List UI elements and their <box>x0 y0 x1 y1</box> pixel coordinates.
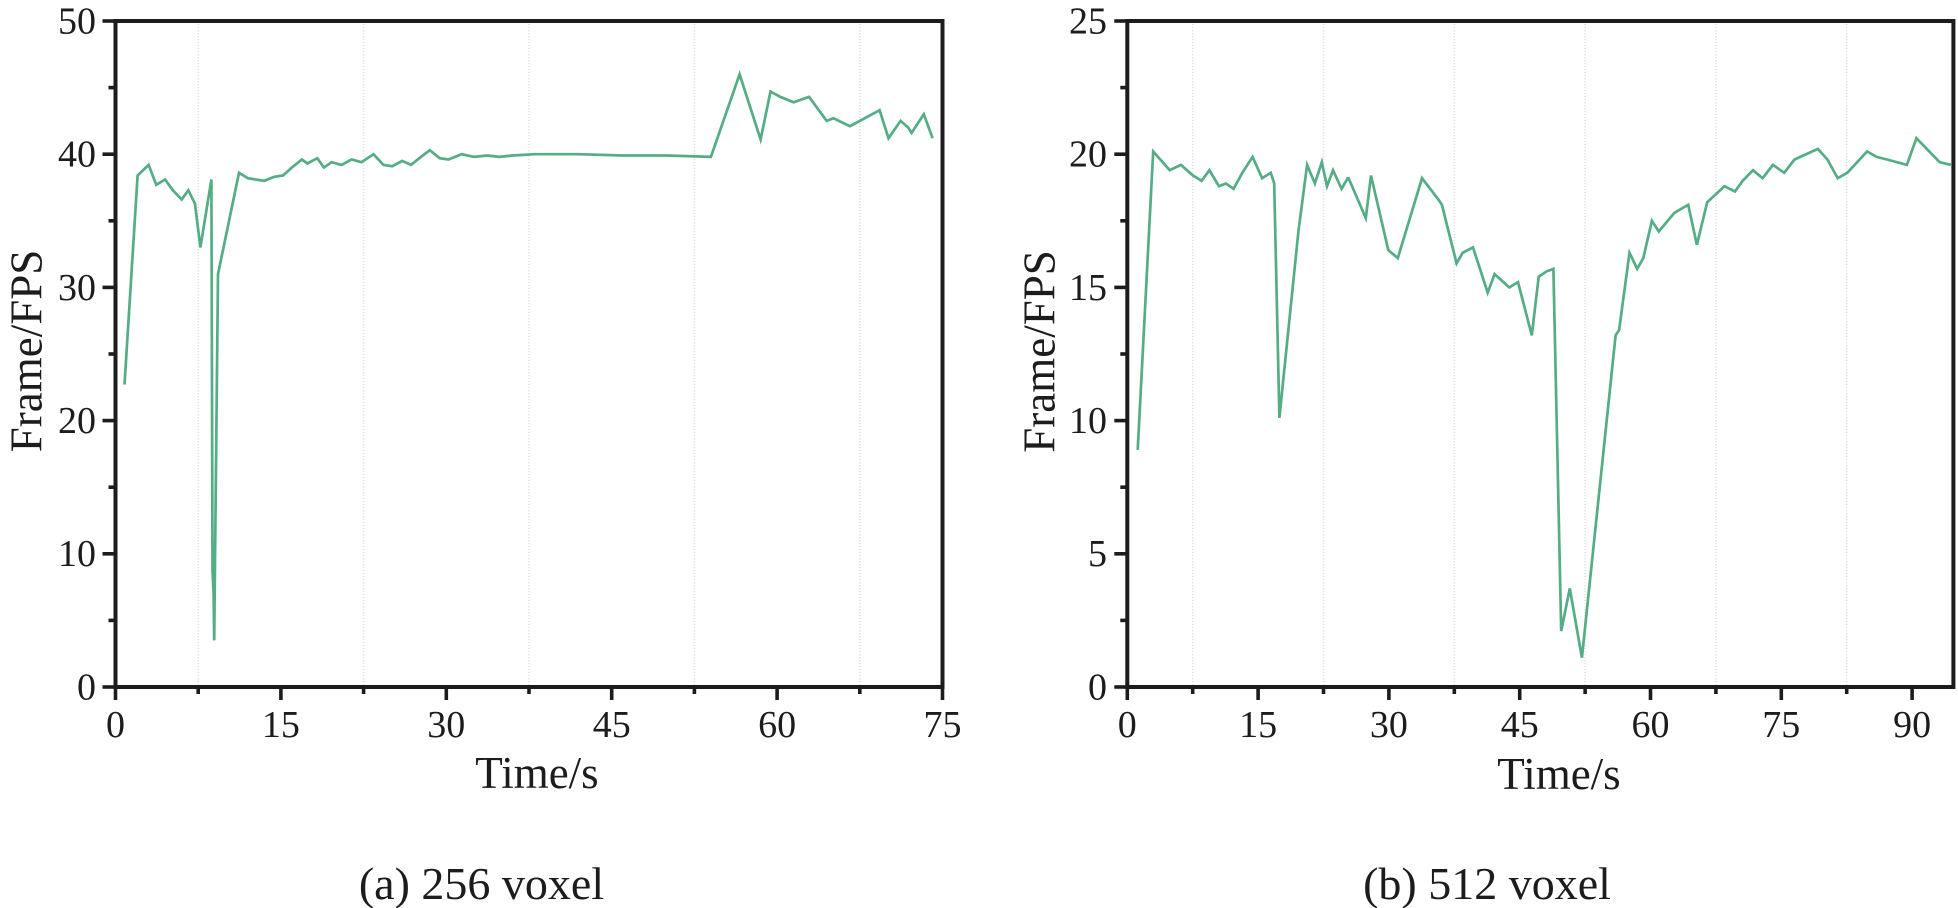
svg-text:Time/s: Time/s <box>1497 749 1620 799</box>
svg-text:30: 30 <box>1370 704 1408 746</box>
svg-text:5: 5 <box>1088 533 1107 575</box>
svg-text:25: 25 <box>1069 0 1107 42</box>
svg-text:45: 45 <box>1501 704 1539 746</box>
svg-text:60: 60 <box>1632 704 1670 746</box>
svg-text:90: 90 <box>1893 704 1931 746</box>
svg-text:(a) 256 voxel: (a) 256 voxel <box>359 858 604 908</box>
svg-text:0: 0 <box>1088 666 1107 708</box>
svg-text:75: 75 <box>1762 704 1800 746</box>
svg-text:60: 60 <box>758 704 796 746</box>
svg-text:0: 0 <box>106 704 125 746</box>
svg-text:0: 0 <box>1118 704 1137 746</box>
svg-text:Time/s: Time/s <box>475 748 598 798</box>
svg-text:45: 45 <box>593 704 631 746</box>
svg-text:40: 40 <box>58 134 96 176</box>
svg-text:0: 0 <box>77 666 96 708</box>
svg-text:30: 30 <box>58 267 96 309</box>
svg-text:(b) 512 voxel: (b) 512 voxel <box>1363 858 1611 908</box>
svg-text:15: 15 <box>1069 267 1107 309</box>
svg-text:10: 10 <box>1069 400 1107 442</box>
svg-text:Frame/FPS: Frame/FPS <box>2 250 52 453</box>
svg-text:75: 75 <box>924 704 962 746</box>
svg-text:15: 15 <box>1239 704 1277 746</box>
svg-text:15: 15 <box>262 704 300 746</box>
svg-text:10: 10 <box>58 533 96 575</box>
svg-text:50: 50 <box>58 0 96 42</box>
svg-text:30: 30 <box>427 704 465 746</box>
svg-text:20: 20 <box>1069 134 1107 176</box>
svg-text:20: 20 <box>58 400 96 442</box>
svg-text:Frame/FPS: Frame/FPS <box>1015 250 1065 453</box>
